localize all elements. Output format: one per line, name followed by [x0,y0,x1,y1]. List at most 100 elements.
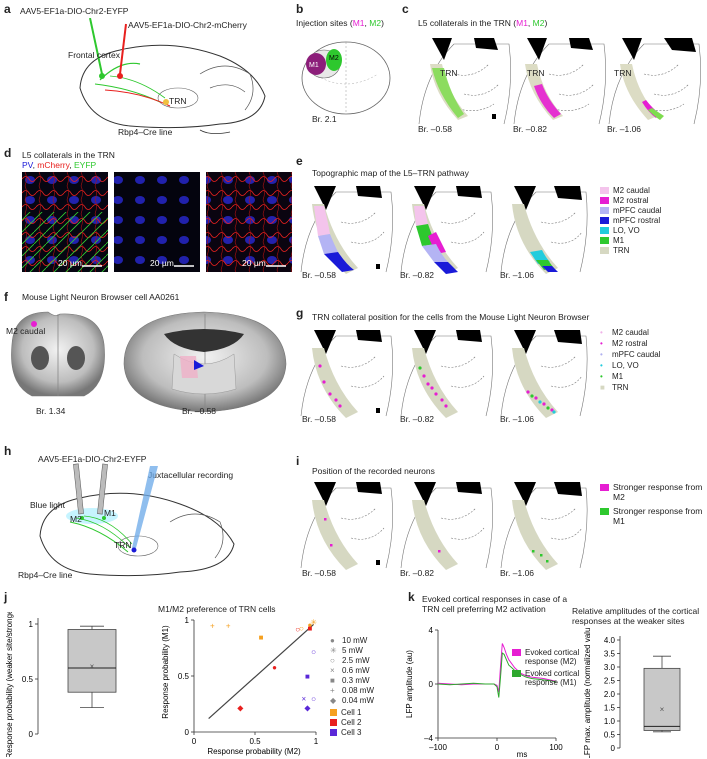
panel-label-g: g [296,306,304,320]
panel-b-title-m1: M1 [352,18,365,28]
bregma-c2: Br. –0.82 [513,124,548,134]
panel-label-c: c [402,2,409,16]
j-scatter-point: ■ [307,624,312,633]
panel-label-a: a [4,2,11,16]
k-lfp-ylabel: LFP amplitude (au) [405,650,414,718]
panel-b-title-m2: M2 [369,18,382,28]
frontal-cortex-label: Frontal cortex [68,50,120,60]
k-lfp-series-1 [437,652,557,698]
legend-j-power-0: 10 mW [342,636,368,645]
lfp-boxplot-k: LFP max. amplitude (normalized value) 0 0… [583,628,681,758]
bregma-e1: Br. –0.58 [302,270,337,280]
bregma-f2: Br. –0.58 [182,406,217,416]
recording-label-h: Juxtacellular recording [148,470,234,480]
legend-g-item-1: M2 rostral [612,339,648,348]
legend-k-item-0: Evoked cortical response (M2) [525,648,580,666]
legend-i-item-1: Stronger response from M1 [613,506,703,526]
trn-label-h: TRN [114,540,132,550]
channel-sep-1: , [32,160,38,170]
legend-g-item-0: M2 caudal [612,328,649,337]
mouselight-sections-f [11,311,287,413]
k-lfp-ytick-label: 4 [429,626,434,635]
legend-i: Stronger response from M2 Stronger respo… [600,482,705,526]
legend-j-power-symbol-2: ○ [330,656,335,665]
legend-i-swatch-0 [600,484,609,491]
trn-label-c2: TRN [527,68,545,78]
j-scatter-point: ○ [299,624,304,633]
legend-j-power-symbol-6: ◆ [330,696,337,705]
j-scatter-regression-line [208,624,314,720]
panel-c-title-m1: M1 [516,18,528,28]
panel-k-title: Evoked cortical responses in case of a T… [422,594,568,614]
virus-label-h: AAV5-EF1a-DIO-Chr2-EYFP [38,454,147,464]
k-box-ytick-label: 3.0 [604,663,616,672]
legend-j-power-6: 0.04 mW [342,696,375,705]
k-box-ytick-label: 1.5 [604,704,616,713]
k-box-ytick-label: 2.5 [604,677,616,686]
k-lfp-ytick-label: –4 [424,734,433,743]
j-box-iqr-box [67,629,117,693]
j-scatter-point: + [210,622,215,631]
k-lfp-xtick-label: 100 [549,743,563,752]
panel-k-right-title: Relative amplitudes of the cortical resp… [572,606,700,626]
panel-g-title: TRN collateral position for the cells fr… [312,312,590,322]
k-lfp-xtick-label: 0 [495,743,500,752]
virus-green-label: AAV5-EF1a-DIO-Chr2-EYFP [20,6,129,16]
m2-caudal-label-f: M2 caudal [6,326,46,336]
bregma-g3: Br. –1.06 [500,414,535,424]
legend-k-swatch-0 [512,649,521,656]
legend-e-swatch-2 [600,207,609,215]
panel-c-title-prefix: L5 collaterals in the TRN ( [418,18,517,28]
j-scatter-ytick-label: 0 [185,728,190,737]
bregma-e2: Br. –0.82 [400,270,435,280]
legend-g-symbol-0: • [600,328,603,337]
svg-text:M1: M1 [309,62,319,69]
j-scatter-point: ● [307,620,312,629]
trn-label-c1: TRN [440,68,458,78]
legend-e: M2 caudal M2 rostral mPFC caudal mPFC ro… [600,186,705,256]
coronal-section-b: M1 M2 [301,41,391,115]
sagittal-brain-h [39,463,235,577]
panel-f-title: Mouse Light Neuron Browser cell AA0261 [22,292,180,302]
sagittal-brain-a [79,18,266,134]
legend-e-item-4: LO, VO [613,226,640,235]
panel-j-title: M1/M2 preference of TRN cells [158,604,276,614]
k-box-ytick-label: 1.0 [604,717,616,726]
legend-j-cell-swatch-2 [330,729,337,737]
collateral-positions-g [300,330,588,418]
k-box-ytick-label: 4.0 [604,636,616,645]
legend-j-power: ● 10 mW ✳ 5 mW ○ 2.5 mW × 0.6 mW ■ 0.3 mW +0.… [330,636,390,738]
j-box-ytick-label: 0.5 [22,675,34,684]
k-box-iqr-box [643,667,681,731]
j-scatter-point: ○ [311,647,316,656]
recorded-positions-i [300,482,588,570]
j-box-ytick-label: 0 [29,730,34,739]
m1-label-h: M1 [104,508,116,518]
channel-pv: PV [22,160,33,170]
panel-label-b: b [296,2,304,16]
legend-j-power-symbol-1: ✳ [330,646,337,655]
m2-label-h: M2 [70,514,82,524]
k-lfp-xlabel: ms [517,750,528,759]
legend-e-swatch-0 [600,187,609,195]
trn-label-c3: TRN [614,68,632,78]
legend-g-symbol-3: • [600,361,603,370]
legend-j-power-2: 2.5 mW [342,656,370,665]
legend-j-power-symbol-3: × [330,666,335,675]
legend-j-cell-1: Cell 2 [341,718,362,727]
panel-label-f: f [4,290,8,304]
j-scatter-ytick-label: 0.5 [178,672,190,681]
bregma-f1: Br. 1.34 [36,406,66,416]
j-scatter-point: ● [272,663,277,672]
panel-b-title-sep: , [364,18,370,28]
trn-sections-c [418,38,701,125]
panel-c-title-m2: M2 [532,18,545,28]
k-lfp-ytick-label: 0 [429,680,434,689]
panel-label-i: i [296,454,300,468]
bregma-c3: Br. –1.06 [607,124,642,134]
channel-eyfp: EYFP [74,160,97,170]
legend-j-power-symbol-0: ● [330,636,335,645]
k-box-ytick-label: 2.0 [604,690,616,699]
legend-g-symbol-4: • [600,372,603,381]
j-scatter-xtick-label: 1 [314,737,319,746]
